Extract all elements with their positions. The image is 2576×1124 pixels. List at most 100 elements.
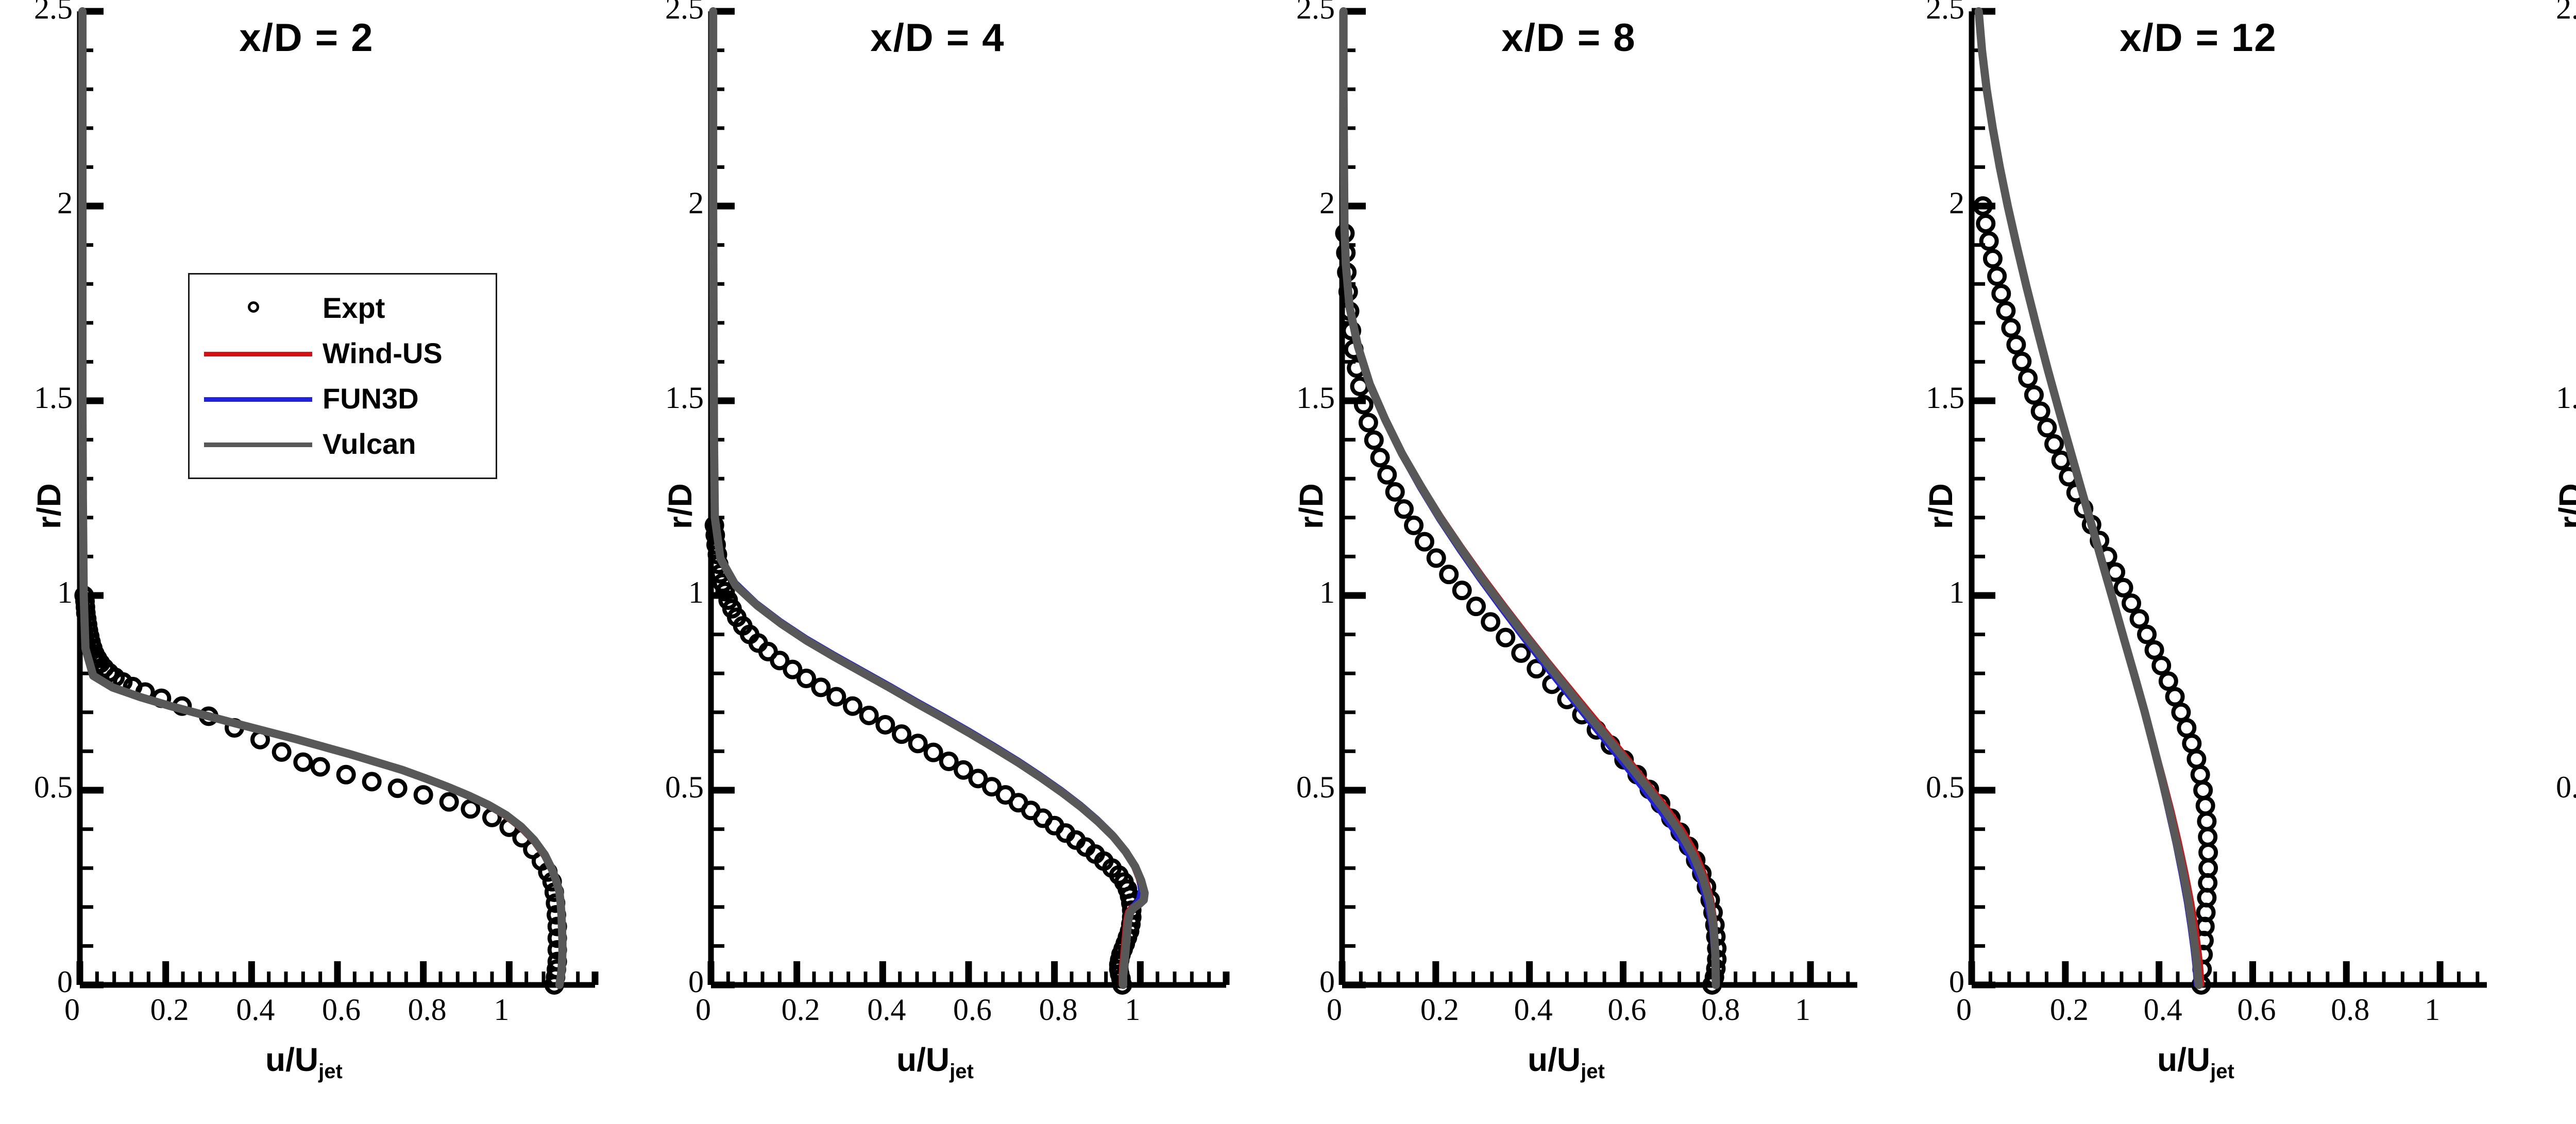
y-axis-title: r/D — [1293, 483, 1330, 529]
data-marker — [1364, 430, 1384, 450]
data-marker — [2198, 842, 2218, 862]
panel-title-2: x/D = 4 — [870, 16, 1005, 60]
data-marker — [954, 760, 973, 780]
data-marker — [293, 752, 313, 772]
data-marker — [2006, 335, 2026, 355]
data-marker — [783, 659, 803, 679]
x-tick-label: 1 — [1125, 993, 1141, 1027]
y-tick-label: 1.5 — [1926, 381, 1964, 415]
data-marker — [413, 785, 433, 805]
panel-title-4: x/D = 12 — [2120, 16, 2277, 60]
chart-panel-5: x/D = 1600.511.522.500.20.40.60.81r/Du/U… — [2522, 0, 2576, 1124]
series-expt — [1973, 196, 2218, 995]
series-wind-us — [1976, 9, 2205, 987]
y-axis-title: r/D — [662, 483, 699, 529]
legend: Expt Wind-US FUN3D Vulcan — [188, 273, 497, 479]
data-marker — [1996, 301, 2016, 321]
y-tick-label: 1 — [688, 575, 704, 609]
series-vulcan — [1974, 7, 2203, 989]
data-line — [79, 9, 565, 987]
y-tick-label: 0.5 — [665, 770, 704, 804]
data-marker — [2177, 718, 2197, 738]
data-marker — [796, 669, 816, 689]
data-marker — [1496, 627, 1516, 648]
x-tick-label: 0.8 — [1701, 993, 1740, 1027]
x-axis-title-main: u/U — [896, 1041, 950, 1078]
data-marker — [1987, 266, 2007, 286]
x-tick-label: 0.8 — [2331, 993, 2370, 1027]
data-marker — [1370, 448, 1390, 468]
legend-label: Wind-US — [323, 337, 443, 369]
data-marker — [1481, 612, 1501, 632]
y-tick-label: 0 — [1949, 965, 1964, 999]
x-tick-label: 0.6 — [322, 993, 361, 1027]
x-tick-label: 0.4 — [236, 993, 275, 1027]
y-axis-title: r/D — [1922, 483, 1959, 529]
data-marker — [362, 772, 382, 792]
data-marker — [1353, 395, 1374, 415]
y-tick-label: 2.5 — [2556, 0, 2576, 25]
data-marker — [2044, 434, 2064, 454]
data-marker — [1415, 532, 1434, 552]
y-tick-label: 2.5 — [1926, 0, 1964, 25]
x-tick-label: 0.2 — [781, 993, 820, 1027]
data-marker — [2151, 656, 2172, 676]
x-tick-label: 0 — [696, 993, 711, 1027]
data-marker — [1377, 465, 1397, 485]
x-tick-label: 0.4 — [867, 993, 906, 1027]
series-vulcan — [1339, 7, 1720, 989]
series-fun3d — [710, 9, 1143, 987]
data-marker — [982, 777, 1002, 797]
data-marker — [2190, 764, 2210, 785]
y-tick-label: 2 — [57, 186, 73, 220]
x-tick-label: 0.6 — [1607, 993, 1647, 1027]
data-marker — [843, 696, 862, 716]
line-swatch-icon — [204, 397, 312, 402]
data-marker — [2030, 401, 2050, 421]
y-tick-label: 2 — [1319, 186, 1335, 220]
data-marker — [1973, 196, 1993, 216]
data-marker — [272, 742, 292, 762]
line-swatch-icon — [204, 442, 312, 447]
y-tick-label: 2 — [1949, 186, 1964, 220]
data-marker — [875, 714, 895, 735]
data-marker — [1439, 565, 1459, 585]
y-tick-label: 1.5 — [34, 381, 73, 415]
y-tick-label: 2.5 — [1296, 0, 1335, 25]
data-marker — [1511, 643, 1531, 663]
x-axis-title-subscript: jet — [1581, 1060, 1605, 1083]
data-marker — [2158, 671, 2178, 691]
data-marker — [1466, 597, 1486, 617]
data-marker — [2165, 687, 2185, 707]
data-marker — [923, 742, 943, 762]
x-tick-label: 1 — [1795, 993, 1811, 1027]
x-tick-label: 1 — [494, 993, 510, 1027]
series-fun3d — [79, 9, 565, 987]
legend-symbol — [199, 383, 317, 415]
plot-area-2 — [704, 7, 1230, 995]
data-marker — [2001, 318, 2021, 338]
legend-item-expt: Expt — [190, 292, 496, 324]
legend-symbol — [199, 337, 317, 369]
x-tick-label: 0 — [1956, 993, 1972, 1027]
data-line — [710, 9, 1144, 987]
y-tick-label: 0.5 — [34, 770, 73, 804]
panel-title-1: x/D = 2 — [239, 16, 374, 60]
series-expt — [74, 586, 567, 995]
data-marker — [2193, 780, 2213, 800]
data-marker — [1976, 214, 1996, 234]
data-marker — [1358, 413, 1378, 433]
data-marker — [968, 769, 988, 789]
data-marker — [2037, 418, 2057, 438]
data-marker — [892, 724, 911, 744]
data-marker — [1394, 499, 1414, 519]
data-marker — [2122, 593, 2141, 614]
series-vulcan — [78, 7, 567, 989]
x-axis-title: u/Ujet — [1528, 1041, 1605, 1083]
data-marker — [811, 677, 831, 697]
plot-area-5 — [2522, 0, 2576, 1124]
data-marker — [770, 651, 790, 671]
x-axis-title-main: u/U — [1528, 1041, 1581, 1078]
y-tick-label: 2 — [688, 186, 704, 220]
data-marker — [2012, 351, 2032, 371]
